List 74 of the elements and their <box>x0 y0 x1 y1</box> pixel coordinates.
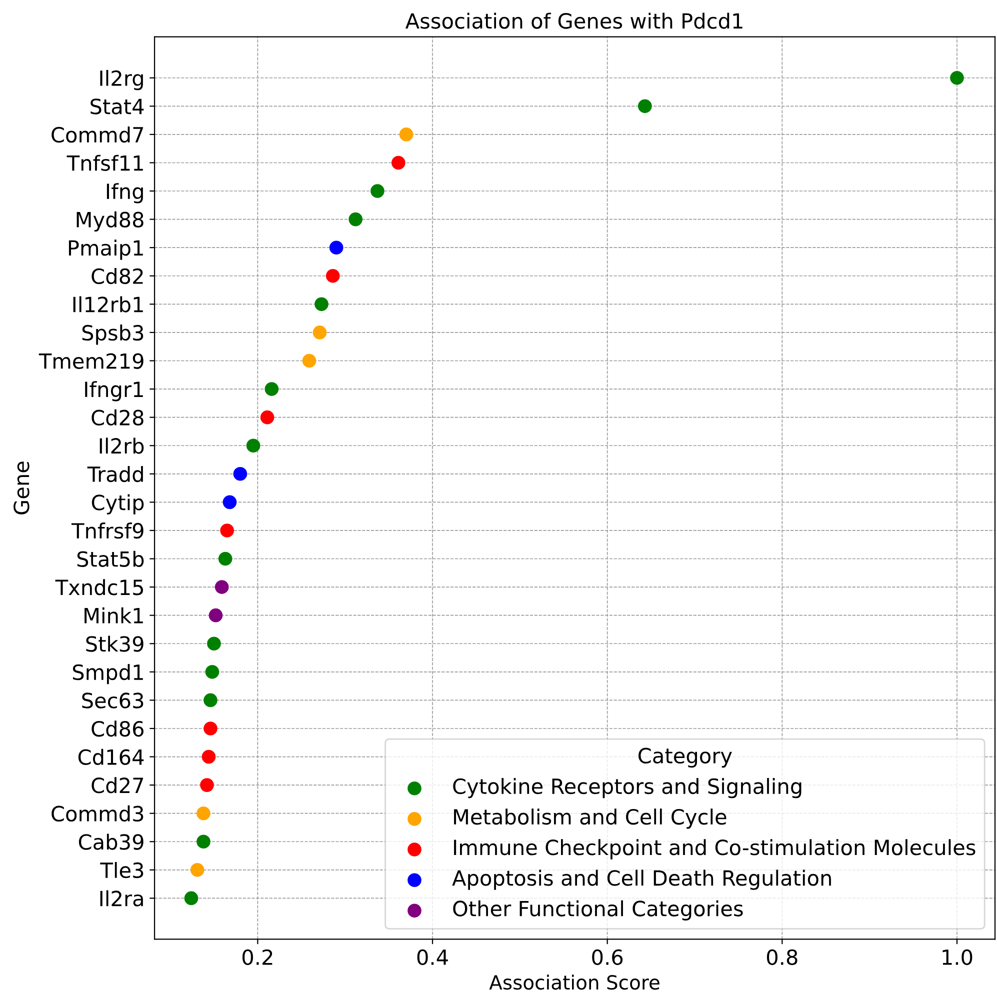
y-tick-label: Cytip <box>92 494 144 514</box>
y-tick-label: Commd7 <box>52 126 144 143</box>
y-tick-label: Cab39 <box>78 834 144 850</box>
point <box>314 297 328 312</box>
y-tick-label: Ifng <box>106 183 143 204</box>
point <box>260 410 274 424</box>
y-tick-label: Mink1 <box>84 607 143 624</box>
x-tick-label: 0.8 <box>766 949 798 966</box>
point <box>214 580 229 594</box>
y-tick-label: Cd27 <box>92 777 144 794</box>
y-tick-label: Pmaip1 <box>68 240 143 260</box>
point <box>326 268 340 283</box>
point <box>348 212 362 226</box>
point <box>264 382 279 396</box>
y-tick-label: Stat5b <box>77 550 144 567</box>
point <box>196 806 210 820</box>
x-tick-label: 0.6 <box>592 949 623 966</box>
legend-label: Cytokine Receptors and Signaling <box>453 778 802 798</box>
x-tick-label: 1.0 <box>942 949 972 966</box>
point <box>204 693 218 708</box>
y-tick-label: Tmem219 <box>38 353 144 369</box>
y-tick-label: Cd164 <box>78 748 144 765</box>
point <box>184 891 198 906</box>
point <box>205 665 220 679</box>
y-tick-label: Stk39 <box>86 636 144 652</box>
point <box>222 495 237 510</box>
point <box>200 778 214 792</box>
chart-title: Association of Genes with Pdcd1 <box>405 12 742 29</box>
legend-label: Immune Checkpoint and Co-stimulation Molecules <box>454 839 976 860</box>
y-tick-label: Commd3 <box>52 805 144 822</box>
point <box>204 722 218 736</box>
point <box>196 834 210 849</box>
point <box>208 608 223 622</box>
y-tick-label: Il2rb <box>100 438 144 454</box>
point <box>220 524 234 538</box>
point <box>638 99 652 114</box>
y-tick-label: Txndc15 <box>55 579 143 596</box>
legend-label: Apoptosis and Cell Death Regulation <box>452 870 831 890</box>
y-tick-label: Tle3 <box>100 862 144 878</box>
point <box>190 863 204 877</box>
point <box>202 750 216 764</box>
y-tick-label: Spsb3 <box>82 324 144 345</box>
point <box>207 636 221 651</box>
x-tick-label: 0.4 <box>417 949 448 966</box>
x-axis-title: Association Score <box>489 974 660 990</box>
y-tick-label: Tnfrsf9 <box>71 522 144 539</box>
y-tick-label: Il2ra <box>100 890 143 906</box>
point <box>329 240 344 254</box>
y-axis-title: Gene <box>14 462 30 514</box>
point <box>302 354 316 368</box>
y-tick-label: Cd82 <box>92 268 143 284</box>
point <box>233 466 248 481</box>
y-tick-label: Stat4 <box>90 98 144 114</box>
y-tick-label: Il2rg <box>100 70 143 90</box>
point <box>246 438 260 453</box>
point <box>950 70 964 85</box>
y-tick-label: Il12rb1 <box>73 296 143 312</box>
point <box>218 552 232 566</box>
point <box>392 156 406 170</box>
point <box>399 128 414 142</box>
point <box>370 184 384 198</box>
y-tick-label: Cd86 <box>92 720 144 737</box>
legend-title: Category <box>638 748 732 768</box>
legend-label: Metabolism and Cell Cycle <box>454 808 726 829</box>
y-tick-label: Sec63 <box>82 692 144 708</box>
y-tick-label: Tradd <box>87 466 143 482</box>
point <box>312 326 327 340</box>
x-tick-label: 0.2 <box>242 949 272 966</box>
y-tick-label: Cd28 <box>92 409 144 426</box>
y-tick-label: Smpd1 <box>72 664 143 684</box>
y-tick-label: Ifngr1 <box>85 381 143 402</box>
legend-label: Other Functional Categories <box>453 900 743 920</box>
y-tick-label: Tnfsf11 <box>66 154 143 171</box>
y-tick-label: Myd88 <box>76 211 144 232</box>
